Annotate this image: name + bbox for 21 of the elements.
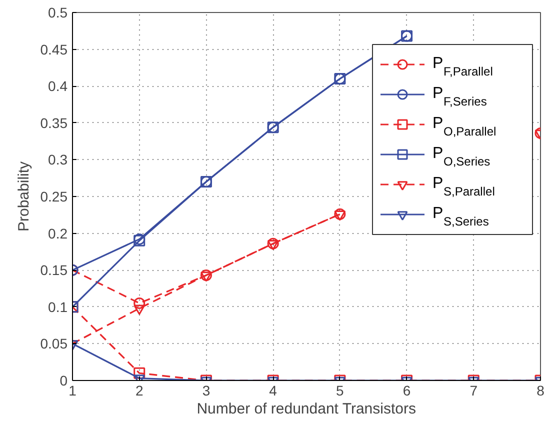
x-tick-label: 1	[68, 382, 77, 398]
y-tick-label: 0.1	[48, 298, 68, 315]
y-tick-label: 0.3	[48, 152, 68, 168]
x-tick-label: 7	[470, 382, 478, 398]
y-tick-label: 0.45	[40, 41, 68, 58]
y-tick-label: 0.4	[48, 78, 68, 94]
x-tick-label: 4	[269, 382, 278, 398]
y-tick-label: 0.05	[40, 336, 68, 352]
y-tick-label: 0.5	[48, 4, 68, 20]
x-tick-label: 2	[135, 382, 144, 398]
x-tick-label: 5	[336, 382, 344, 398]
y-tick-label: 0	[60, 372, 68, 388]
x-axis-title: Number of redundant Transistors	[196, 400, 416, 418]
y-axis-title: Probability	[15, 160, 32, 232]
y-tick-label: 0.25	[40, 188, 68, 204]
y-tick-label: 0.2	[48, 225, 68, 242]
x-tick-label: 3	[202, 382, 210, 398]
x-tick-label: 6	[402, 382, 411, 398]
y-tick-label: 0.15	[40, 262, 68, 278]
x-tick-label: 8	[536, 382, 545, 398]
y-tick-label: 0.35	[40, 114, 68, 131]
